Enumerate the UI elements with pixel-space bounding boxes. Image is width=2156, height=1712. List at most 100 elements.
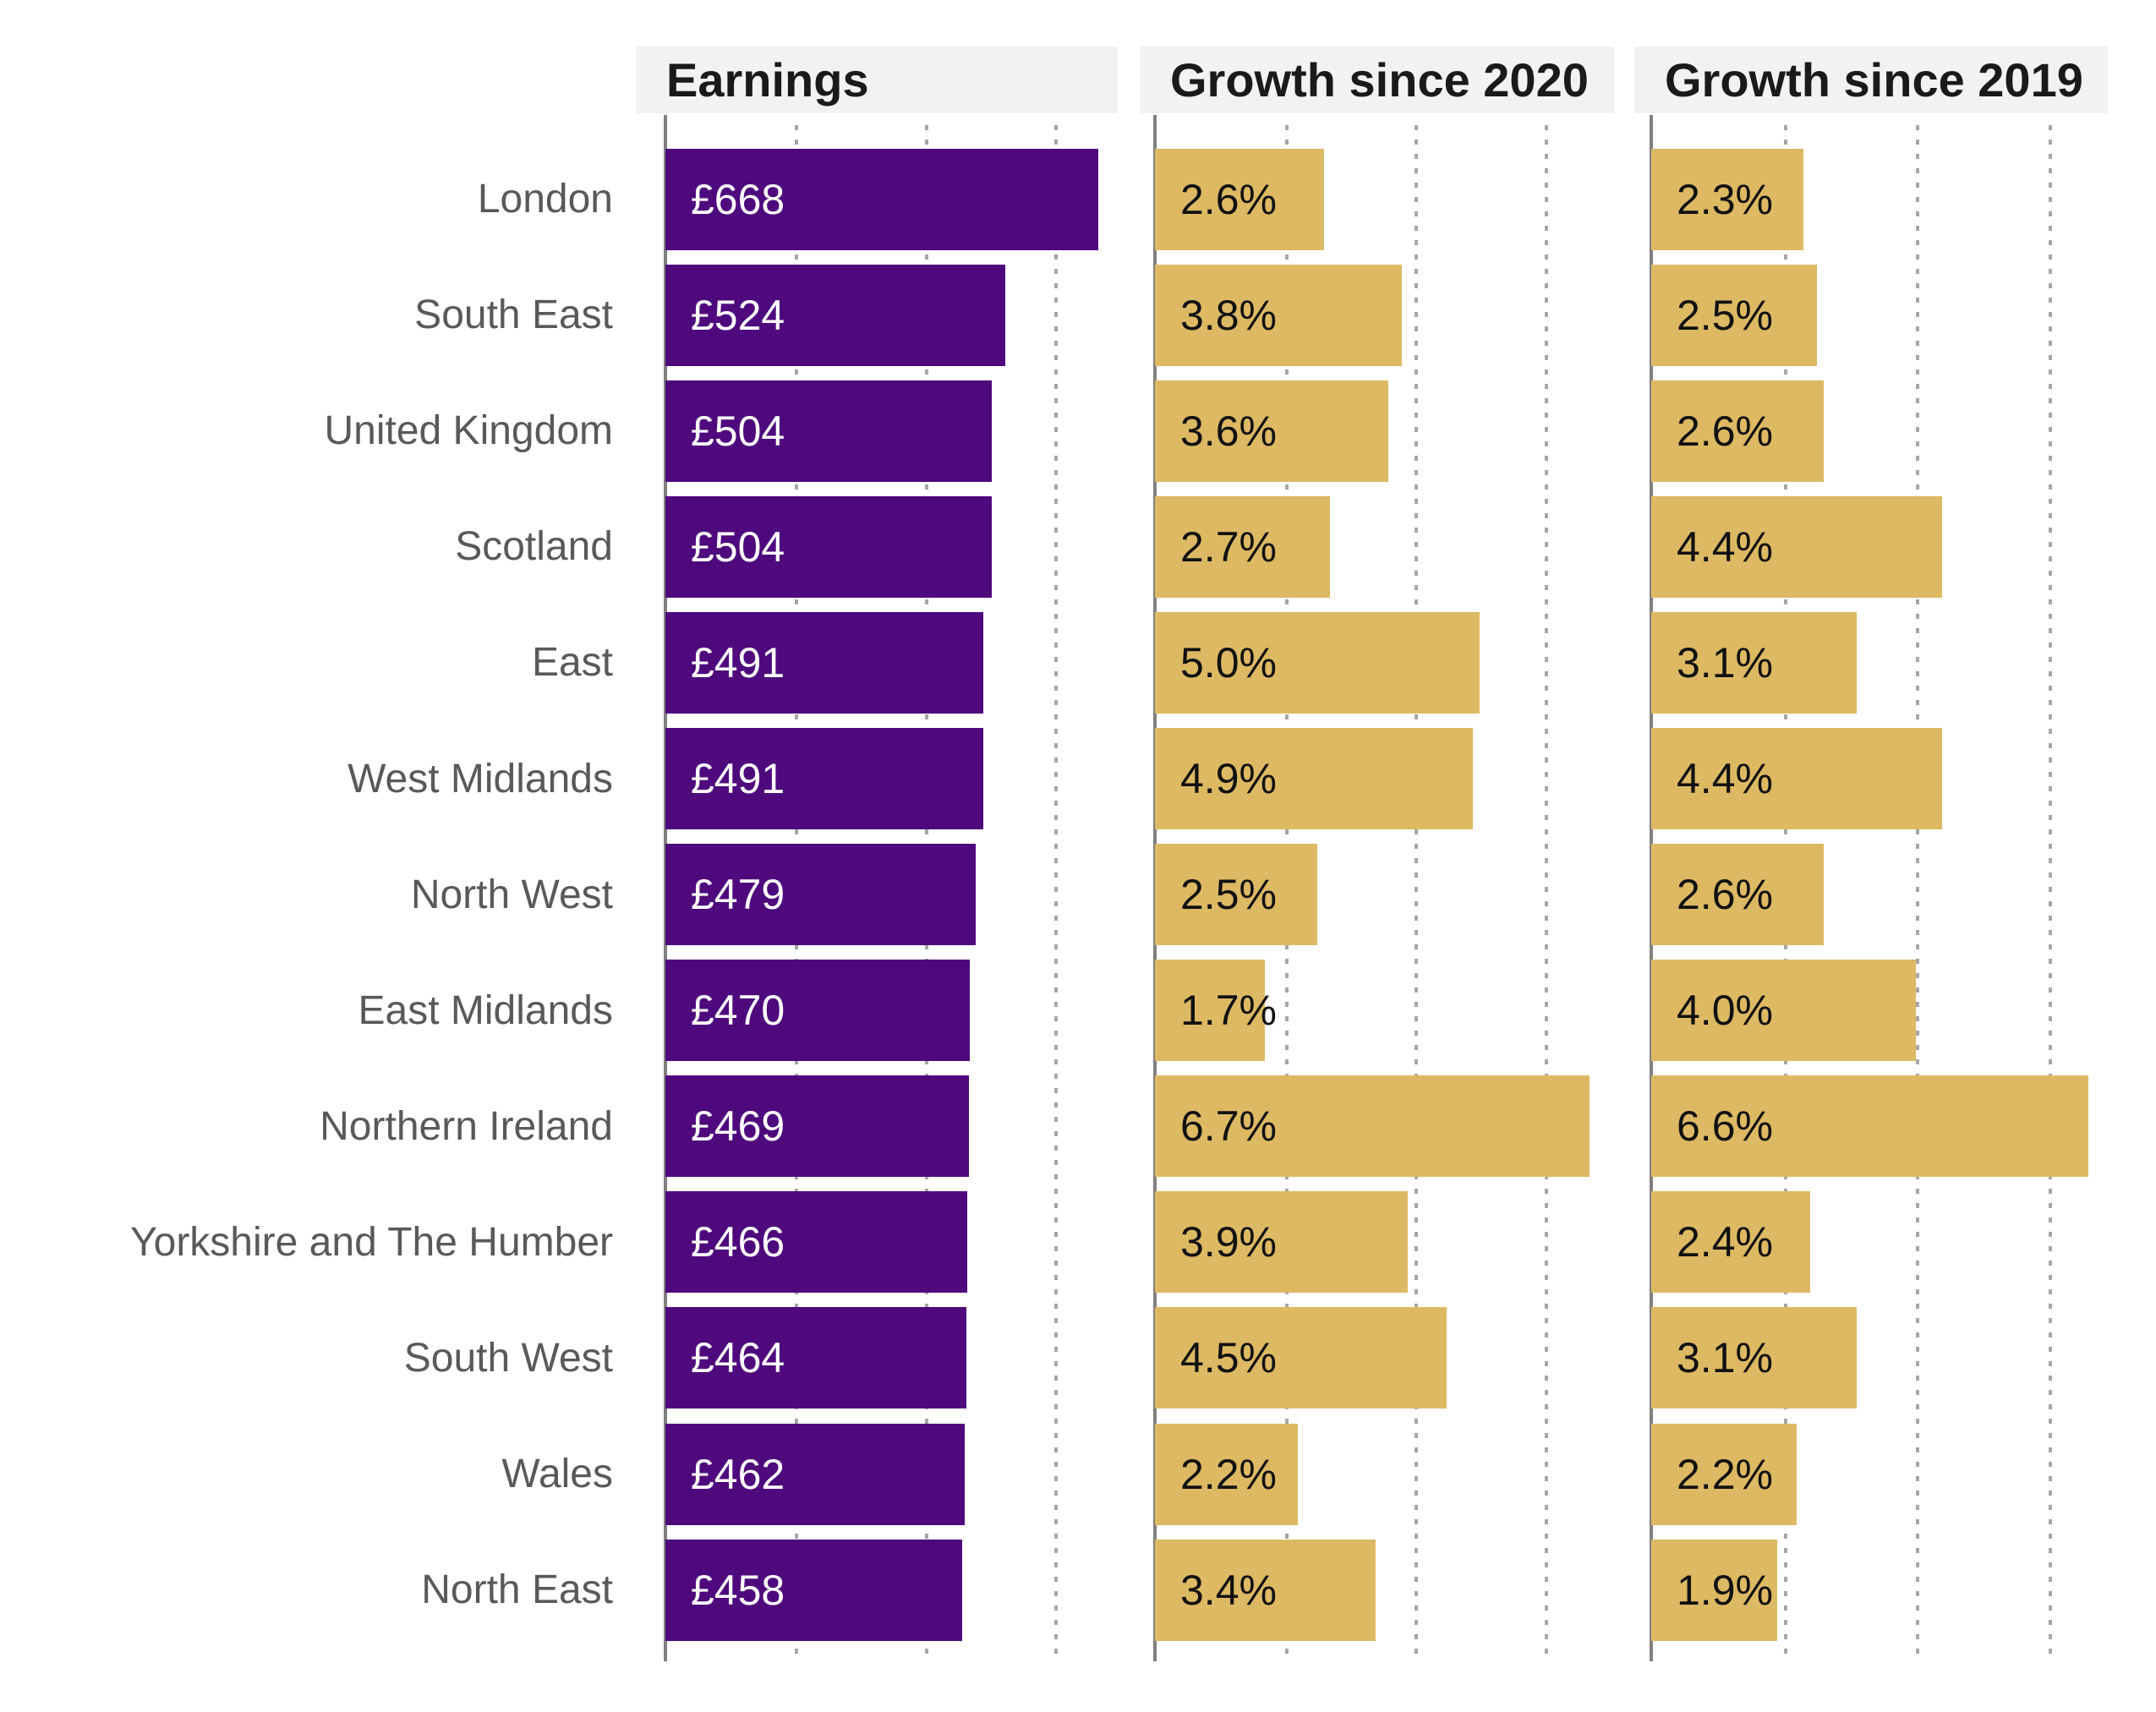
growth-since-2019-bar: 2.6%	[1651, 380, 1824, 482]
bar-row: £469	[665, 1069, 1129, 1184]
earnings-bar: £462	[665, 1423, 966, 1525]
panel-header-growth-since-2019: Growth since 2019	[1634, 46, 2108, 113]
bar-row: 2.5%	[1651, 257, 2115, 373]
bar-value-label: £668	[691, 175, 785, 223]
gridline	[2048, 125, 2052, 1654]
bar-row: 2.6%	[1155, 141, 1616, 257]
label-row: Wales	[0, 1416, 640, 1532]
bar-row: 3.4%	[1155, 1532, 1616, 1648]
bar-value-label: 2.3%	[1677, 175, 1773, 223]
bar-value-label: 4.9%	[1180, 755, 1277, 803]
bar-value-label: £470	[691, 987, 785, 1035]
bar-value-label: £458	[691, 1566, 785, 1614]
label-row: Yorkshire and The Humber	[0, 1184, 640, 1300]
bar-row: 4.9%	[1155, 720, 1616, 836]
growth-since-2019-bar: 4.0%	[1651, 960, 1917, 1062]
bar-row: 3.6%	[1155, 373, 1616, 489]
bar-row: 2.3%	[1651, 141, 2115, 257]
growth-since-2019-bar: 2.5%	[1651, 264, 1817, 366]
bar-value-label: 2.4%	[1677, 1218, 1773, 1266]
bar-value-label: £524	[691, 291, 785, 339]
earnings-bar: £466	[665, 1191, 968, 1294]
growth-since-2020-bar: 2.6%	[1155, 148, 1324, 250]
bar-row: 2.6%	[1651, 373, 2115, 489]
region-label: Scotland	[455, 524, 613, 570]
bar-row: 6.6%	[1651, 1069, 2115, 1184]
region-label: North West	[410, 872, 613, 917]
earnings-bar: £470	[665, 960, 971, 1062]
growth-since-2020-bar: 5.0%	[1155, 611, 1480, 714]
region-label: Yorkshire and The Humber	[130, 1219, 613, 1265]
region-label: South West	[403, 1335, 613, 1381]
bar-row: 1.9%	[1651, 1532, 2115, 1648]
bar-row: 2.4%	[1651, 1184, 2115, 1300]
growth-since-2019-panel: 2.3% 2.5% 2.6% 4.4% 3.1% 4.4% 2.6% 4.0% 6.6% 2.4%…	[1650, 115, 2115, 1661]
panel-header-growth-since-2020: Growth since 2020	[1140, 46, 1614, 113]
earnings-bar: £464	[665, 1307, 966, 1409]
bar-row: £462	[665, 1416, 1129, 1532]
region-label: East	[531, 640, 613, 686]
earnings-bar: £469	[665, 1075, 970, 1178]
label-row: South East	[0, 257, 640, 373]
bar-row: £524	[665, 257, 1129, 373]
bar-value-label: £464	[691, 1334, 785, 1382]
region-label: West Midlands	[347, 756, 613, 801]
bar-value-label: £504	[691, 407, 785, 455]
bar-value-label: 3.9%	[1180, 1218, 1277, 1266]
gridline	[1415, 125, 1419, 1654]
bar-row: £479	[665, 837, 1129, 953]
growth-since-2019-bar: 6.6%	[1651, 1075, 2088, 1178]
bar-row: 3.9%	[1155, 1184, 1616, 1300]
bar-row: 4.0%	[1651, 953, 2115, 1069]
growth-since-2020-bar: 2.5%	[1155, 844, 1317, 946]
bar-row: 2.2%	[1651, 1416, 2115, 1532]
earnings-bar: £524	[665, 264, 1005, 366]
gridline	[1544, 125, 1548, 1654]
growth-since-2019-bar: 2.4%	[1651, 1191, 1810, 1294]
region-label: South East	[414, 293, 613, 338]
bar-row: £464	[665, 1300, 1129, 1416]
bar-value-label: 2.2%	[1677, 1450, 1773, 1498]
bar-row: £491	[665, 604, 1129, 720]
bar-value-label: 3.6%	[1180, 407, 1277, 455]
panel-header-earnings: Earnings	[636, 46, 1118, 113]
region-label: United Kingdom	[324, 408, 613, 454]
bar-row: 3.1%	[1651, 604, 2115, 720]
label-row: United Kingdom	[0, 373, 640, 489]
gridline	[1916, 125, 1920, 1654]
growth-since-2019-bar: 2.3%	[1651, 148, 1804, 250]
region-labels-column: London South East United Kingdom Scotland Ea…	[0, 118, 640, 1648]
bar-row: 3.1%	[1651, 1300, 2115, 1416]
bar-value-label: 2.6%	[1677, 407, 1773, 455]
bar-row: 2.2%	[1155, 1416, 1616, 1532]
growth-since-2019-bar: 4.4%	[1651, 495, 1943, 598]
growth-since-2020-bar: 3.8%	[1155, 264, 1402, 366]
earnings-bar: £479	[665, 844, 977, 946]
growth-since-2019-bar: 3.1%	[1651, 1307, 1857, 1409]
bar-row: £466	[665, 1184, 1129, 1300]
bar-value-label: 3.8%	[1180, 291, 1277, 339]
bar-row: 5.0%	[1155, 604, 1616, 720]
earnings-bar: £668	[665, 148, 1098, 250]
growth-since-2020-bar: 3.4%	[1155, 1539, 1376, 1641]
label-row: London	[0, 141, 640, 257]
bar-row: £504	[665, 489, 1129, 604]
bar-row: 4.4%	[1651, 489, 2115, 604]
label-row: Scotland	[0, 489, 640, 604]
growth-since-2020-bar: 2.7%	[1155, 495, 1331, 598]
bar-row: £491	[665, 720, 1129, 836]
bar-value-label: 4.4%	[1677, 522, 1773, 571]
bar-value-label: 1.7%	[1180, 987, 1277, 1035]
bar-row: £470	[665, 953, 1129, 1069]
region-label: East Midlands	[358, 987, 613, 1033]
bar-value-label: £469	[691, 1102, 785, 1151]
bar-row: £668	[665, 141, 1129, 257]
growth-since-2020-bar: 4.9%	[1155, 728, 1474, 830]
bar-value-label: 4.5%	[1180, 1334, 1277, 1382]
bar-row: 6.7%	[1155, 1069, 1616, 1184]
bar-value-label: 2.6%	[1180, 175, 1277, 223]
growth-since-2020-bar: 3.9%	[1155, 1191, 1409, 1294]
bar-value-label: £491	[691, 638, 785, 686]
growth-since-2019-bar: 1.9%	[1651, 1539, 1777, 1641]
